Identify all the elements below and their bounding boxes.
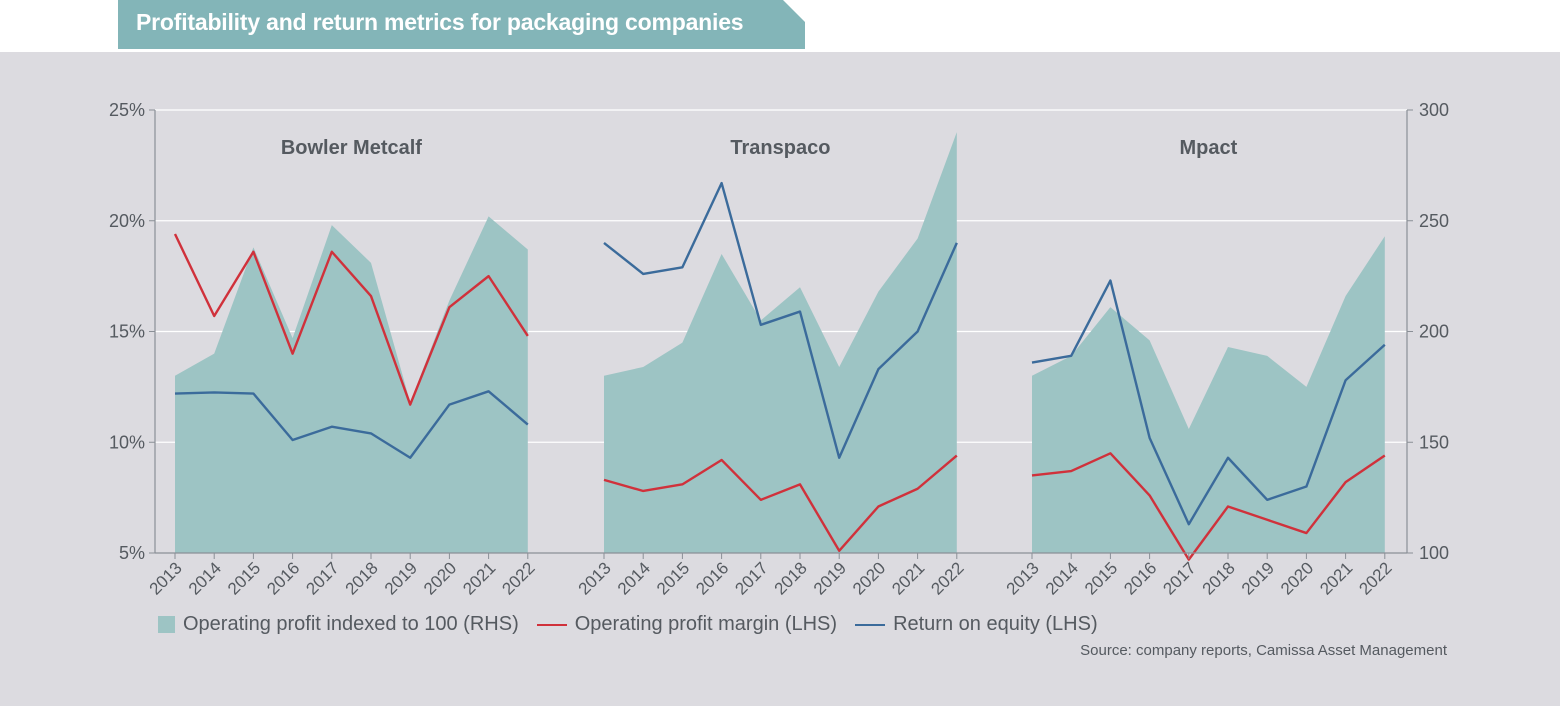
x-tick-label: 2018 [342, 558, 382, 598]
legend: Operating profit indexed to 100 (RHS) Op… [158, 613, 1116, 636]
line-return-on-equity [603, 181, 958, 459]
x-tick-label: 2016 [263, 558, 303, 598]
left-tick-label: 25% [109, 100, 145, 120]
x-tick-label: 2013 [575, 558, 615, 598]
x-tick-label: 2021 [1316, 558, 1356, 598]
area-operating-profit-index [1032, 236, 1385, 553]
x-tick-label: 2015 [653, 558, 693, 598]
x-tick-label: 2014 [1042, 558, 1082, 598]
chart-title: Profitability and return metrics for pac… [136, 9, 744, 35]
x-tick-label: 2020 [1277, 558, 1317, 598]
x-tick-label: 2022 [1355, 558, 1395, 598]
x-tick-label: 2017 [302, 558, 342, 598]
x-tick-label: 2021 [888, 558, 928, 598]
legend-item-roe: Return on equity (LHS) [855, 613, 1098, 636]
chart-panel: Bowler Metcalf 2013 2014 2015 2016 2017 2018 20… [0, 52, 1560, 706]
panel-label: Transpaco [730, 137, 830, 159]
legend-item-margin: Operating profit margin (LHS) [536, 613, 838, 636]
x-tick-label: 2019 [381, 558, 421, 598]
x-tick-label: 2013 [146, 558, 186, 598]
area-operating-profit-index [604, 132, 957, 553]
left-tick-label: 5% [119, 543, 145, 563]
x-tick-label: 2019 [810, 558, 850, 598]
panel-label: Mpact [1180, 137, 1238, 159]
right-tick-label: 200 [1419, 322, 1449, 342]
right-tick-label: 300 [1419, 100, 1449, 120]
line-return-on-equity [174, 390, 529, 459]
x-tick-label: 2018 [1199, 558, 1239, 598]
title-tab-background [118, 0, 805, 49]
right-tick-label: 150 [1419, 432, 1449, 452]
area-operating-profit-index [175, 216, 528, 553]
x-tick-label: 2014 [185, 558, 225, 598]
right-tick-label: 100 [1419, 543, 1449, 563]
x-tick-label: 2016 [1120, 558, 1160, 598]
legend-swatch-area [158, 616, 175, 633]
right-tick-label: 250 [1419, 211, 1449, 231]
x-tick-label: 2022 [927, 558, 967, 598]
line-operating-profit-margin [173, 233, 529, 406]
x-tick-label: 2015 [1081, 558, 1121, 598]
x-tick-label: 2017 [731, 558, 771, 598]
x-tick-label: 2021 [459, 558, 499, 598]
x-tick-label: 2014 [614, 558, 654, 598]
panel-label: Bowler Metcalf [281, 137, 422, 159]
x-tick-label: 2015 [224, 558, 264, 598]
x-tick-label: 2020 [420, 558, 460, 598]
left-tick-label: 10% [109, 432, 145, 452]
legend-item-area: Operating profit indexed to 100 (RHS) [158, 613, 519, 636]
left-tick-label: 15% [109, 322, 145, 342]
legend-swatch-margin [536, 623, 567, 626]
legend-label-roe: Return on equity (LHS) [893, 613, 1098, 635]
title-tab: Profitability and return metrics for pac… [118, 0, 805, 49]
x-tick-label: 2019 [1238, 558, 1278, 598]
legend-swatch-roe [855, 623, 886, 626]
line-return-on-equity [1031, 279, 1386, 526]
x-tick-label: 2013 [1003, 558, 1043, 598]
legend-label-margin: Operating profit margin (LHS) [574, 613, 838, 635]
left-tick-label: 20% [109, 211, 145, 231]
line-operating-profit-margin [1031, 452, 1386, 561]
line-operating-profit-margin [603, 454, 958, 552]
x-tick-label: 2020 [849, 558, 889, 598]
source-note: Source: company reports, Camissa Asset M… [1080, 642, 1447, 659]
x-tick-label: 2022 [498, 558, 538, 598]
x-tick-label: 2016 [692, 558, 732, 598]
x-tick-label: 2018 [771, 558, 811, 598]
x-tick-label: 2017 [1159, 558, 1199, 598]
legend-label-area: Operating profit indexed to 100 (RHS) [183, 613, 519, 635]
